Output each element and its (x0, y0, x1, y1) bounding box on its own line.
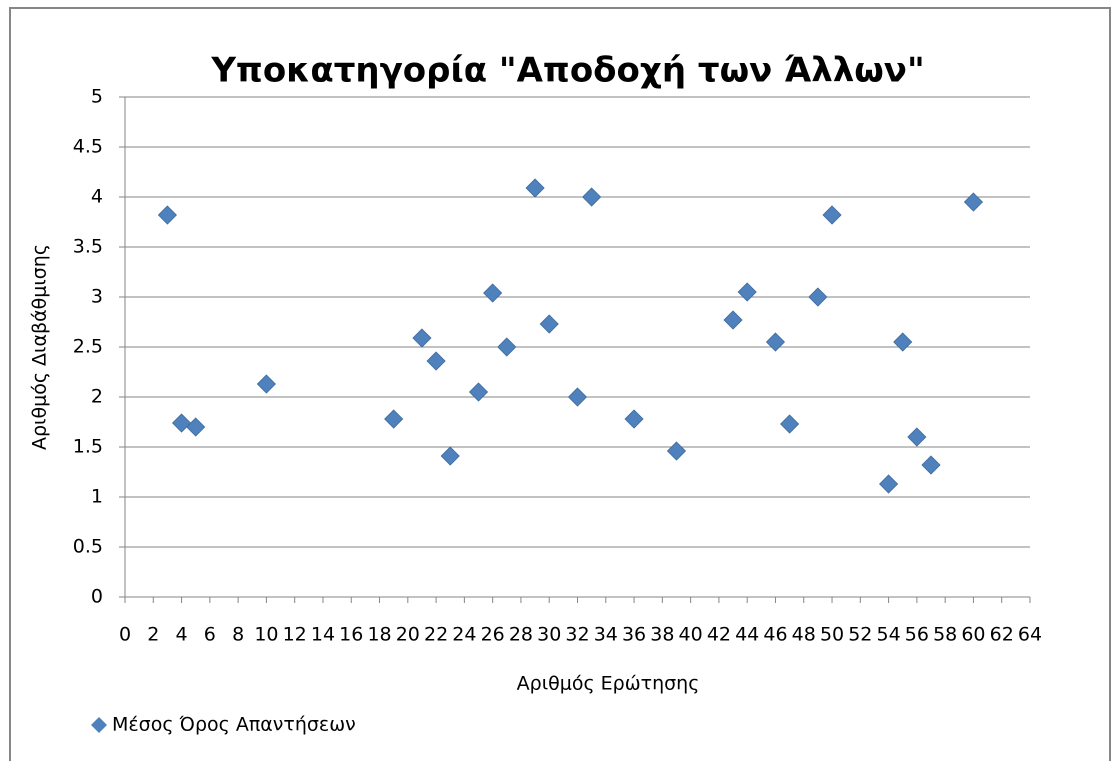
data-point (171, 413, 192, 433)
data-point (723, 310, 743, 330)
chart-frame (9, 7, 1111, 761)
x-tick-label: 42 (707, 624, 731, 646)
data-point (186, 417, 206, 437)
x-tick-label: 4 (176, 624, 188, 646)
x-tick-label: 30 (537, 624, 561, 646)
y-tick-label: 4 (91, 186, 103, 208)
x-tick-label: 22 (424, 624, 448, 646)
data-point (808, 287, 828, 307)
data-point (893, 332, 913, 352)
y-tick-label: 0 (91, 586, 103, 608)
data-point (567, 387, 588, 407)
x-tick-label: 0 (119, 624, 131, 646)
x-tick-label: 58 (933, 624, 957, 646)
x-tick-label: 34 (594, 624, 618, 646)
x-tick-label: 2 (147, 624, 159, 646)
x-tick-label: 20 (396, 624, 420, 646)
data-point (879, 474, 899, 494)
data-point (426, 351, 446, 371)
legend-marker (91, 717, 107, 733)
x-tick-label: 24 (452, 624, 476, 646)
data-point (582, 187, 602, 207)
data-point (539, 314, 559, 334)
data-point (822, 205, 842, 225)
x-tick-label: 36 (622, 624, 646, 646)
data-point (483, 283, 503, 303)
data-point (921, 455, 941, 475)
y-tick-label: 4.5 (73, 136, 103, 158)
y-axis-label: Αριθμός Διαβάθμισης (29, 244, 51, 450)
y-tick-label: 1 (91, 486, 103, 508)
data-point (384, 409, 404, 429)
x-tick-label: 48 (792, 624, 816, 646)
x-tick-label: 38 (650, 624, 674, 646)
data-point (412, 328, 432, 348)
data-point (780, 414, 800, 434)
x-tick-label: 54 (877, 624, 901, 646)
x-tick-label: 62 (990, 624, 1014, 646)
data-point (666, 441, 687, 461)
x-tick-label: 40 (679, 624, 703, 646)
y-tick-label: 5 (91, 86, 103, 108)
y-tick-label: 0.5 (73, 536, 103, 558)
data-point (765, 332, 786, 352)
data-point (157, 205, 177, 225)
y-tick-label: 3.5 (73, 236, 103, 258)
x-tick-label: 10 (254, 624, 278, 646)
x-tick-label: 6 (204, 624, 216, 646)
data-point (624, 409, 644, 429)
y-tick-label: 3 (91, 286, 103, 308)
y-tick-label: 2 (91, 386, 103, 408)
chart-title: Υποκατηγορία "Αποδοχή των Άλλων" (210, 51, 924, 91)
x-tick-label: 16 (339, 624, 363, 646)
x-tick-label: 32 (565, 624, 589, 646)
x-tick-label: 12 (283, 624, 307, 646)
x-tick-label: 64 (1018, 624, 1042, 646)
x-tick-label: 8 (232, 624, 244, 646)
x-tick-label: 50 (820, 624, 844, 646)
data-point (963, 192, 984, 212)
data-point (256, 374, 276, 394)
data-point (497, 337, 517, 357)
data-point (907, 427, 927, 447)
x-axis-label: Αριθμός Ερώτησης (517, 673, 700, 695)
x-tick-label: 18 (367, 624, 391, 646)
x-tick-label: 60 (961, 624, 985, 646)
data-point (468, 382, 489, 402)
legend-label: Μέσος Όρος Απαντήσεων (112, 714, 356, 736)
data-point (525, 178, 545, 198)
x-tick-label: 44 (735, 624, 759, 646)
x-tick-label: 26 (481, 624, 505, 646)
x-tick-label: 46 (763, 624, 787, 646)
x-tick-label: 56 (905, 624, 929, 646)
y-tick-label: 2.5 (73, 336, 103, 358)
data-point (440, 446, 460, 466)
x-tick-label: 28 (509, 624, 533, 646)
y-tick-label: 1.5 (73, 436, 103, 458)
x-tick-label: 52 (848, 624, 872, 646)
data-point (737, 282, 757, 302)
x-tick-label: 14 (311, 624, 335, 646)
